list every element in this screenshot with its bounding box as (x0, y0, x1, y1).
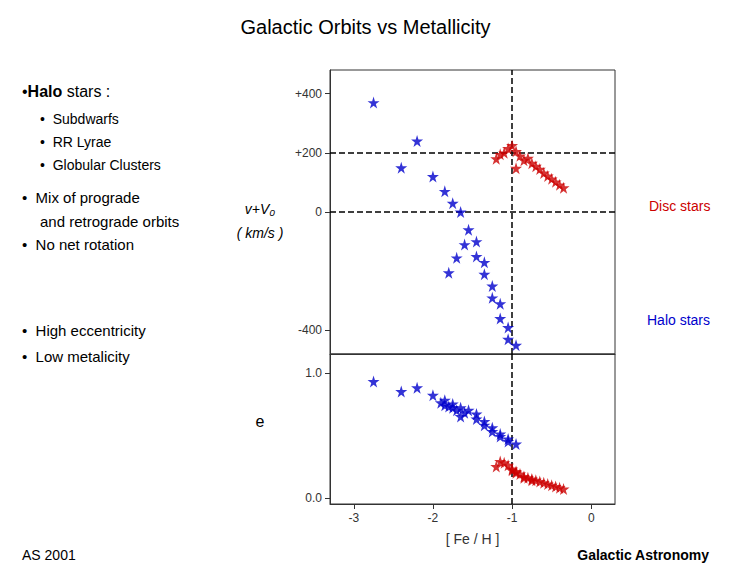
svg-text:• Low metalicity: • Low metalicity (22, 348, 130, 365)
svg-text:+400: +400 (295, 87, 322, 101)
svg-text:Halo stars: Halo stars (647, 312, 710, 328)
svg-text:1.0: 1.0 (305, 366, 322, 380)
svg-text:• High eccentricity: • High eccentricity (22, 322, 146, 339)
svg-text:( km/s ): ( km/s ) (237, 225, 284, 241)
svg-text:• Mix of prograde: • Mix of prograde (22, 189, 140, 206)
svg-text:-1: -1 (507, 511, 518, 525)
svg-text:-2: -2 (428, 511, 439, 525)
svg-text:+200: +200 (295, 146, 322, 160)
svg-text:Galactic Astronomy: Galactic Astronomy (577, 547, 709, 563)
svg-text:v+V₀: v+V₀ (245, 201, 276, 217)
svg-text:0: 0 (315, 205, 322, 219)
svg-text:• RR Lyrae: • RR Lyrae (40, 134, 112, 150)
svg-text:-400: -400 (298, 323, 322, 337)
svg-text:stars :: stars : (62, 83, 110, 100)
svg-text:• Subdwarfs: • Subdwarfs (40, 111, 119, 127)
svg-text:• Globular Clusters: • Globular Clusters (40, 157, 161, 173)
svg-text:AS 2001: AS 2001 (22, 547, 76, 563)
svg-text:• No net rotation: • No net rotation (22, 236, 134, 253)
svg-text:Galactic Orbits vs Metallicity: Galactic Orbits vs Metallicity (240, 16, 490, 38)
svg-text:0.0: 0.0 (305, 491, 322, 505)
svg-text:[ Fe / H ]: [ Fe / H ] (446, 531, 500, 547)
svg-text:0: 0 (588, 511, 595, 525)
svg-text:Halo: Halo (28, 83, 63, 100)
svg-text:Disc stars: Disc stars (649, 198, 710, 214)
svg-text:and retrograde orbits: and retrograde orbits (40, 213, 179, 230)
svg-text:-3: -3 (348, 511, 359, 525)
svg-text:e: e (256, 413, 265, 430)
